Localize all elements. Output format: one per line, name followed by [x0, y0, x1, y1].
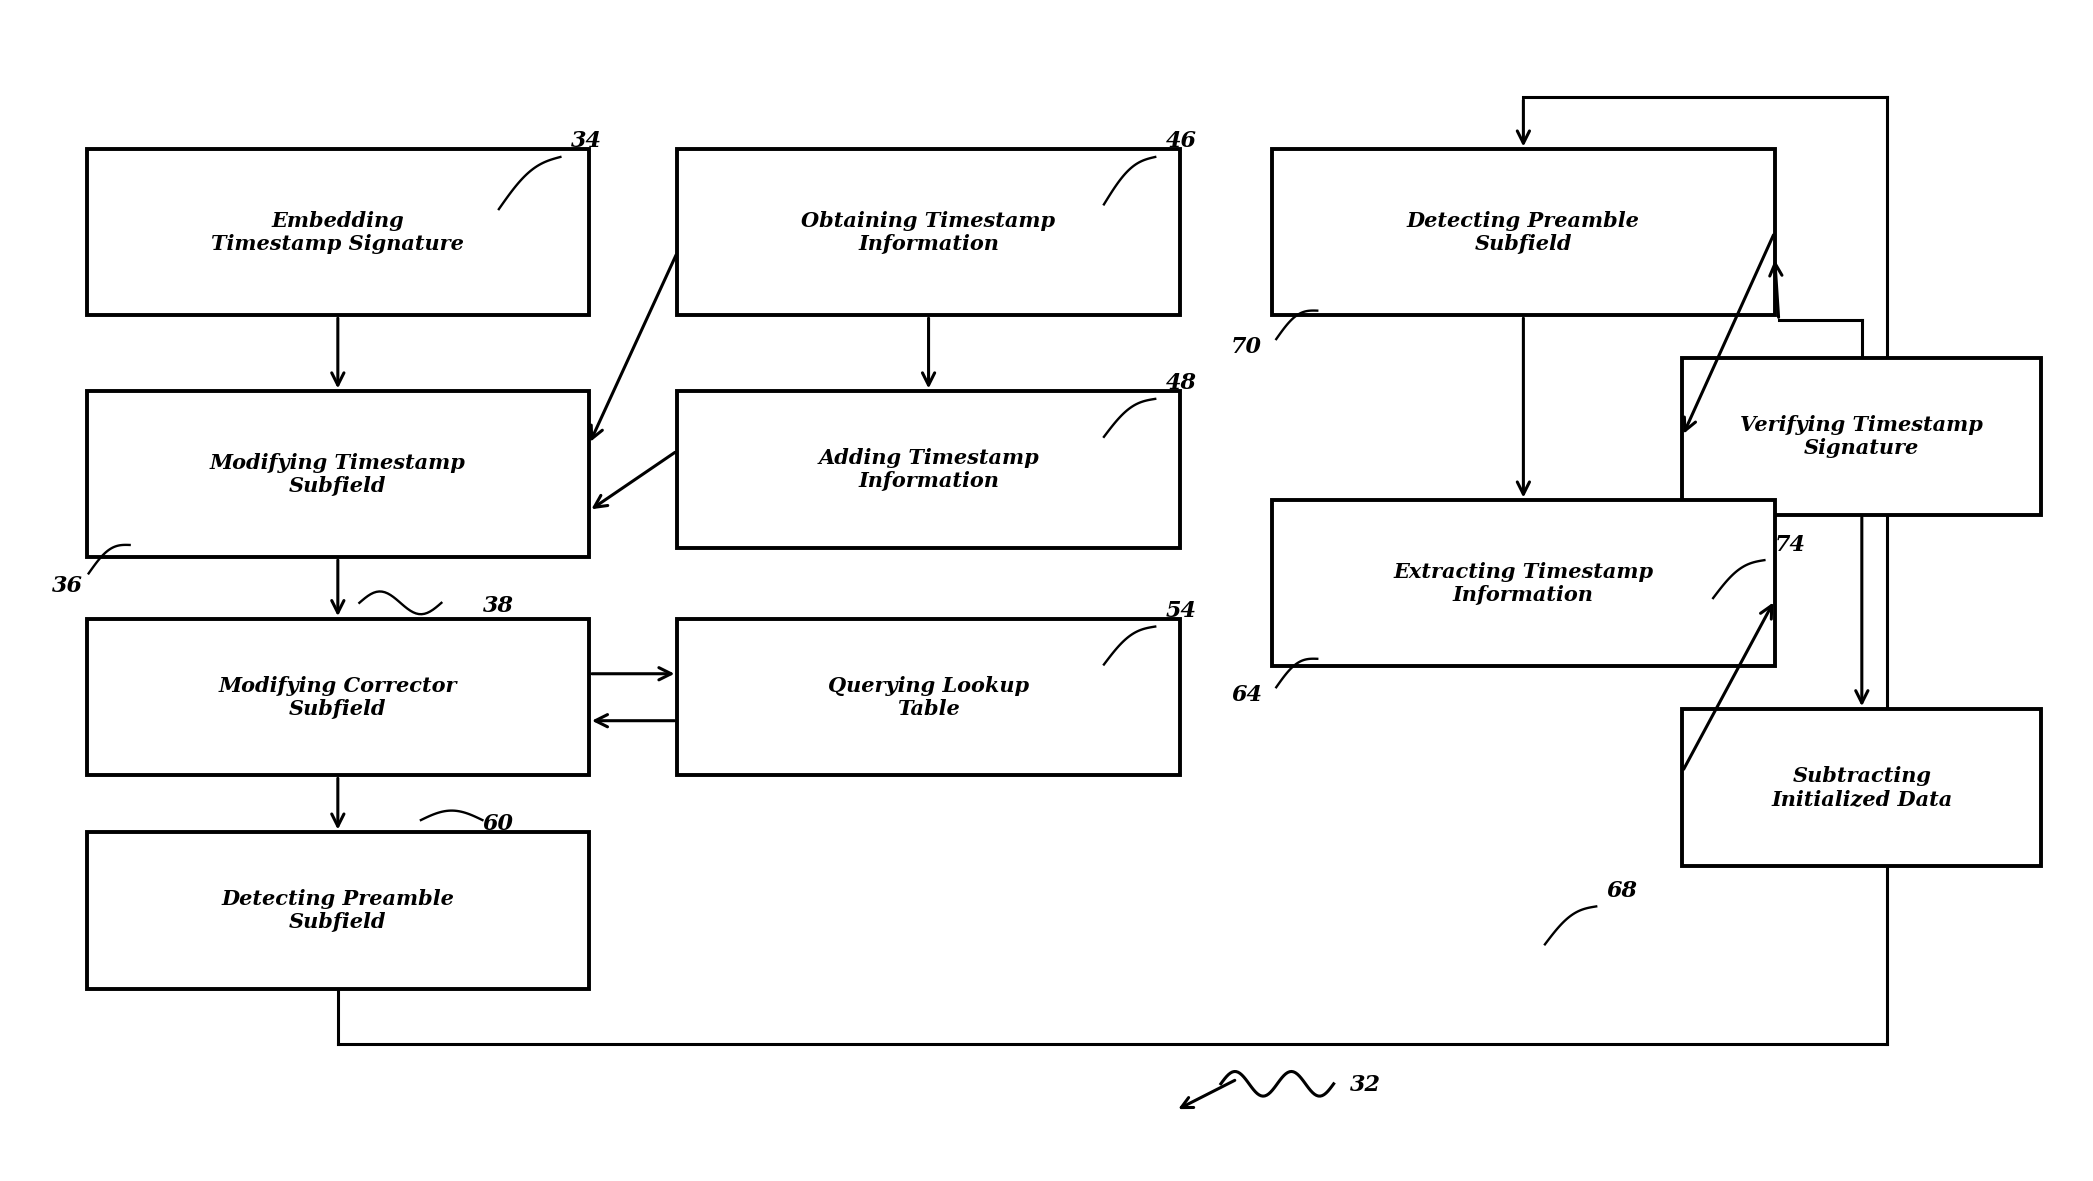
FancyBboxPatch shape [1683, 358, 2041, 515]
Text: 32: 32 [1350, 1075, 1381, 1096]
Text: 68: 68 [1607, 880, 1637, 902]
FancyBboxPatch shape [1683, 709, 2041, 866]
Text: 34: 34 [571, 130, 601, 152]
FancyBboxPatch shape [86, 149, 588, 315]
Text: 74: 74 [1775, 534, 1806, 555]
Text: 48: 48 [1166, 372, 1197, 394]
Text: Modifying Corrector
Subfield: Modifying Corrector Subfield [218, 676, 456, 719]
FancyBboxPatch shape [86, 833, 588, 988]
FancyBboxPatch shape [86, 619, 588, 776]
FancyBboxPatch shape [1273, 149, 1775, 315]
Text: 46: 46 [1166, 130, 1197, 152]
FancyBboxPatch shape [678, 619, 1180, 776]
FancyBboxPatch shape [678, 149, 1180, 315]
Text: Embedding
Timestamp Signature: Embedding Timestamp Signature [211, 210, 465, 254]
Text: 70: 70 [1231, 337, 1262, 358]
FancyBboxPatch shape [678, 391, 1180, 548]
Text: 60: 60 [483, 813, 513, 835]
Text: Verifying Timestamp
Signature: Verifying Timestamp Signature [1741, 415, 1984, 458]
Text: 64: 64 [1231, 685, 1262, 706]
FancyBboxPatch shape [1273, 501, 1775, 666]
Text: 54: 54 [1166, 600, 1197, 622]
Text: Extracting Timestamp
Information: Extracting Timestamp Information [1394, 562, 1653, 605]
Text: Detecting Preamble
Subfield: Detecting Preamble Subfield [222, 889, 454, 932]
FancyBboxPatch shape [86, 391, 588, 557]
Text: Adding Timestamp
Information: Adding Timestamp Information [818, 448, 1038, 491]
Text: 38: 38 [483, 595, 513, 618]
Text: 36: 36 [52, 575, 84, 598]
Text: Detecting Preamble
Subfield: Detecting Preamble Subfield [1406, 210, 1639, 254]
Text: Modifying Timestamp
Subfield: Modifying Timestamp Subfield [209, 452, 467, 496]
Text: Subtracting
Initialized Data: Subtracting Initialized Data [1771, 765, 1953, 809]
Text: Querying Lookup
Table: Querying Lookup Table [829, 676, 1030, 719]
Text: Obtaining Timestamp
Information: Obtaining Timestamp Information [802, 210, 1055, 254]
